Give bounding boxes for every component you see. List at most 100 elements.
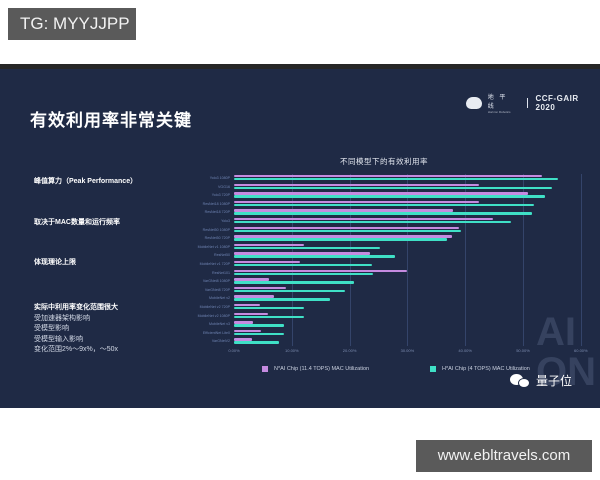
legend-item-n-chip: N*AI Chip (11.4 TOPS) MAC Utilization	[262, 366, 369, 372]
bar-h-chip	[234, 178, 558, 181]
bar-chart-plot: 0.00% 10.00% 20.00% 30.00% 40.00% 50.00% 60.00…	[198, 174, 588, 353]
bar-h-chip	[234, 281, 355, 284]
horizon-brain-logo-icon	[466, 97, 482, 109]
bar-n-chip	[234, 261, 300, 264]
category-label: VarGNet8 720P	[204, 287, 230, 292]
brand-divider	[526, 98, 528, 108]
bar-h-chip	[234, 212, 533, 215]
x-tick-label: 0.00%	[228, 348, 240, 353]
category-label: VGG16	[218, 184, 230, 189]
bar-row: Yolo3	[221, 217, 584, 225]
bar-n-chip	[234, 175, 543, 178]
bar-row: MobileNet v3	[209, 320, 584, 328]
bar-row: VarGNet8 1080P	[203, 277, 584, 285]
gridline	[465, 174, 467, 346]
bar-n-chip	[234, 252, 370, 255]
bar-row: ResNet50 720P	[205, 234, 584, 242]
category-label: VarGNetV2	[211, 339, 230, 344]
bar-row: ResNet18 720P	[205, 208, 584, 216]
point-subitem: 受加速器架构影响	[34, 315, 90, 322]
bar-h-chip	[234, 264, 373, 267]
bar-row: Yolo3 1080P	[210, 174, 584, 182]
gridline	[407, 174, 409, 346]
bar-h-chip	[234, 186, 552, 189]
bar-h-chip	[234, 246, 381, 250]
bar-row: ResNet50	[214, 251, 584, 259]
x-tick-label: 40.00%	[458, 348, 472, 353]
category-label: Yolo3	[221, 219, 230, 223]
point-heading: 实际中利用率变化范围很大	[34, 304, 118, 311]
category-label: Yolo3 1080P	[209, 176, 230, 180]
category-label: VarGNet8 1080P	[202, 279, 230, 284]
bar-row: VarGNet8 720P	[205, 286, 584, 294]
category-label: ResNet50	[214, 253, 230, 258]
point-heading: 体现理论上限	[34, 259, 76, 266]
bar-row: ResNet18 1080P	[203, 200, 584, 208]
x-tick-label: 60.00%	[574, 348, 588, 353]
bar-row: Yolo3 720P	[212, 191, 584, 199]
bar-row: VarGNetV2	[212, 337, 584, 345]
legend-swatch-teal	[430, 366, 436, 372]
bar-n-chip	[234, 192, 529, 195]
bar-n-chip	[234, 226, 459, 229]
bar-n-chip	[234, 269, 407, 272]
bar-n-chip	[234, 183, 480, 186]
bar-h-chip	[234, 315, 304, 318]
background-watermark-text: AI ON	[536, 310, 596, 394]
bar-h-chip	[234, 221, 511, 224]
brand-name: 地 平 线 Horizon Robotics	[488, 92, 519, 114]
x-tick-label: 50.00%	[516, 348, 530, 353]
point-subitem: 变化范围2%～9x%，～50x	[34, 346, 119, 353]
bar-h-chip	[234, 203, 534, 207]
gridline	[349, 174, 351, 346]
bar-n-chip	[234, 209, 454, 212]
bar-h-chip	[234, 307, 304, 310]
bar-row: EfficientNet Lite0	[203, 329, 584, 337]
category-label: MobileNet v2	[209, 296, 230, 301]
category-label: EfficientNet Lite0	[202, 330, 230, 335]
point-subitem: 受模型输入影响	[34, 336, 83, 343]
bar-h-chip	[234, 272, 373, 275]
source-badge: 量子位	[510, 372, 572, 389]
category-label: Yolo3 720P	[211, 193, 230, 198]
brand-name-cn: 地 平 线	[487, 95, 508, 110]
bar-n-chip	[234, 295, 274, 298]
bar-row: ResNet50 1080P	[203, 226, 584, 234]
legend-swatch-purple	[262, 366, 268, 372]
event-name: CCF-GAIR 2020	[535, 94, 579, 112]
category-label: ResNet18 720P	[204, 210, 230, 215]
legend-label: N*AI Chip (11.4 TOPS) MAC Utilization	[274, 366, 370, 372]
point-heading: 取决于MAC数量和运行频率	[34, 219, 120, 226]
brand-name-en: Horizon Robotics	[487, 110, 511, 114]
gridline	[291, 174, 293, 346]
x-tick-label: 20.00%	[342, 348, 357, 353]
bar-h-chip	[234, 195, 545, 198]
category-label: MobileNet v2 720P	[199, 305, 230, 309]
bar-n-chip	[234, 329, 262, 333]
bar-h-chip	[234, 255, 396, 258]
legend-label: H*AI Chip (4 TOPS) MAC Utilization	[442, 366, 530, 372]
bar-n-chip	[234, 278, 270, 281]
watermark-top: TG: MYYJJPP	[8, 8, 136, 40]
category-label: MobileNet v1 1080P	[197, 244, 230, 249]
category-label: ResNet101	[212, 270, 230, 275]
category-label: ResNet50 1080P	[202, 227, 230, 232]
bar-row: ResNet101	[212, 269, 584, 277]
legend-item-h-chip: H*AI Chip (4 TOPS) MAC Utilization	[430, 366, 530, 372]
slide-top-bar	[0, 64, 600, 69]
bar-n-chip	[234, 200, 480, 204]
bar-h-chip	[234, 229, 462, 232]
chart-title: 不同模型下的有效利用率	[340, 157, 428, 166]
bar-n-chip	[234, 243, 304, 247]
bar-n-chip	[234, 286, 287, 290]
bar-row: MobileNet v2 720P	[200, 303, 584, 311]
bar-h-chip	[234, 324, 284, 327]
category-label: ResNet18 1080P	[202, 201, 230, 206]
category-label: ResNet50 720P	[204, 236, 230, 241]
bar-row: MobileNet v2	[209, 294, 584, 302]
watermark-bottom: www.ebltravels.com	[416, 440, 592, 472]
bar-n-chip	[234, 312, 269, 315]
category-label: MobileNet v2 1080P	[197, 313, 230, 318]
point-heading: 峰值算力（Peak Performance）	[34, 178, 138, 185]
point-subitem: 受模型影响	[34, 325, 69, 332]
